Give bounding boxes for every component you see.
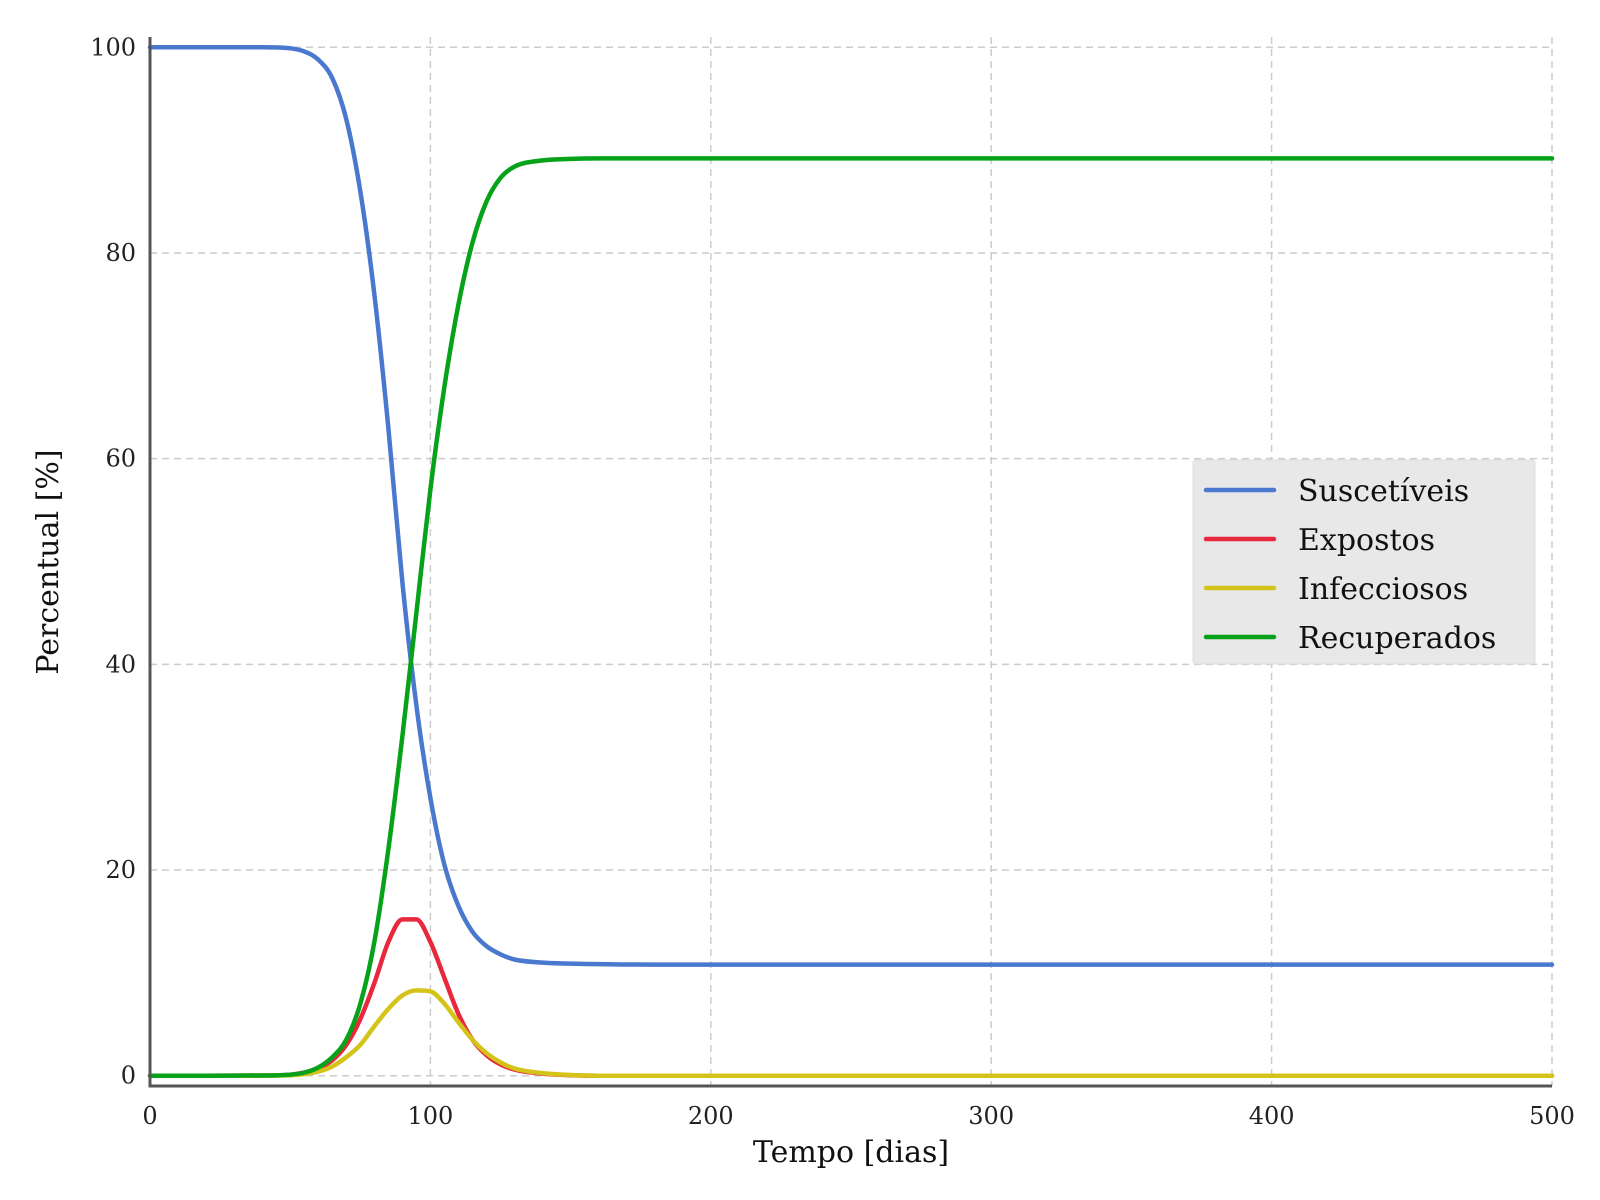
legend-label-expostos: Expostos (1298, 523, 1435, 558)
series-line-suscetiveis (147, 45, 1555, 967)
y-tick-label: 40 (105, 650, 136, 678)
x-tick-label: 0 (142, 1102, 157, 1130)
x-tick-labels: 0 100 200 300 400 500 (142, 1102, 1575, 1130)
y-tick-label: 80 (105, 239, 136, 267)
x-tick-label: 200 (688, 1102, 734, 1130)
legend-items: Suscetíveis Expostos Infecciosos Recuperado… (1203, 474, 1496, 656)
legend: Suscetíveis Expostos Infecciosos Recuperado… (1192, 459, 1536, 665)
legend-frame (1192, 459, 1536, 665)
legend-label-infecciosos: Infecciosos (1298, 572, 1468, 607)
x-tick-label: 400 (1249, 1102, 1295, 1130)
y-tick-label: 0 (121, 1062, 136, 1090)
legend-label-recuperados: Recuperados (1298, 621, 1496, 656)
series-lines (147, 45, 1555, 1078)
y-tick-label: 60 (105, 445, 136, 473)
series-line-recuperados (147, 156, 1555, 1078)
x-tick-label: 300 (968, 1102, 1014, 1130)
y-tick-labels: 0 20 40 60 80 100 (90, 33, 136, 1089)
x-tick-label: 100 (407, 1102, 453, 1130)
legend-label-suscetiveis: Suscetíveis (1298, 474, 1469, 509)
series-line-infecciosos (147, 988, 1555, 1078)
x-tick-label: 500 (1529, 1102, 1575, 1130)
x-axis-title: Tempo [dias] (753, 1135, 949, 1170)
axes (148, 37, 1552, 1088)
y-tick-label: 20 (105, 856, 136, 884)
y-axis-title: Percentual [%] (31, 449, 66, 674)
y-tick-label: 100 (90, 33, 136, 61)
